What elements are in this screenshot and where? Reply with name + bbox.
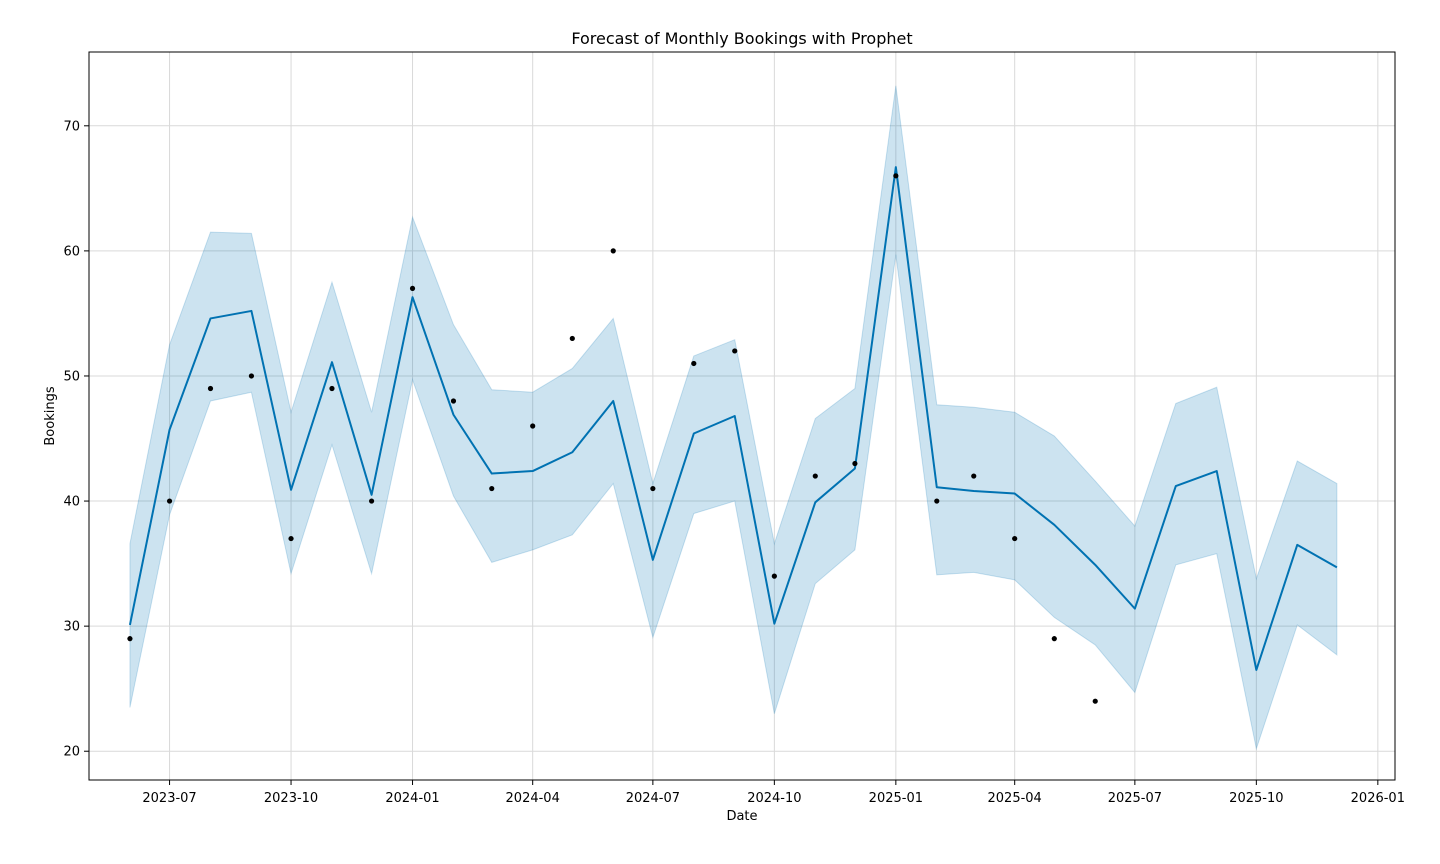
observed-point <box>1012 535 1018 542</box>
observed-point <box>934 498 940 504</box>
observed-point <box>893 173 899 179</box>
x-tick-label: 2025-04 <box>988 791 1042 806</box>
forecast-series-line <box>128 166 1338 671</box>
x-tick-label: 2024-01 <box>385 791 439 806</box>
y-tick-label: 20 <box>63 745 80 760</box>
x-tick-label: 2024-10 <box>747 791 801 806</box>
x-tick-label: 2024-04 <box>506 791 560 806</box>
observed-point <box>1092 698 1098 704</box>
observed-point <box>812 473 818 479</box>
observed-point <box>409 285 416 292</box>
observed-point <box>489 485 495 492</box>
y-axis-label: Bookings <box>43 386 58 445</box>
observed-point <box>288 535 294 542</box>
x-tick-label: 2023-07 <box>142 791 196 806</box>
observed-point <box>691 360 697 367</box>
observed-point <box>329 385 335 392</box>
y-axis-ticks: 20 30 40 50 60 70 <box>63 119 89 760</box>
observed-point <box>971 473 977 479</box>
y-tick-label: 70 <box>63 119 80 134</box>
observed-point <box>852 460 858 467</box>
observed-point <box>1051 636 1057 642</box>
plot-frame <box>88 51 1396 781</box>
observed-point <box>569 335 575 342</box>
plot-background <box>89 52 1395 780</box>
observed-point <box>248 373 255 379</box>
observed-point <box>166 498 173 504</box>
x-tick-label: 2026-01 <box>1351 791 1405 806</box>
observed-point <box>610 248 616 254</box>
observed-point <box>732 348 738 354</box>
x-tick-label: 2023-10 <box>264 791 318 806</box>
x-tick-label: 2025-01 <box>869 791 923 806</box>
y-tick-label: 60 <box>63 244 80 259</box>
observed-point <box>368 498 375 504</box>
observed-point <box>127 636 133 642</box>
chart-title: Forecast of Monthly Bookings with Prophe… <box>571 29 912 48</box>
observed-point <box>530 423 536 429</box>
observed-point <box>450 398 457 404</box>
x-axis-label: Date <box>726 809 757 824</box>
x-tick-label: 2025-07 <box>1108 791 1162 806</box>
y-tick-label: 30 <box>63 620 80 635</box>
observed-points <box>127 173 1098 704</box>
y-tick-label: 40 <box>63 495 80 510</box>
x-axis-ticks: 2023-07 2023-10 2024-01 2024-04 2024-07 2024-… <box>142 780 1405 806</box>
x-tick-label: 2024-07 <box>626 791 680 806</box>
observed-point <box>771 573 777 579</box>
observed-point <box>207 385 214 392</box>
grid-lines <box>89 52 1395 780</box>
y-tick-label: 50 <box>63 369 80 384</box>
observed-point <box>650 485 656 492</box>
forecast-line <box>128 166 1338 671</box>
x-tick-label: 2025-10 <box>1229 791 1283 806</box>
